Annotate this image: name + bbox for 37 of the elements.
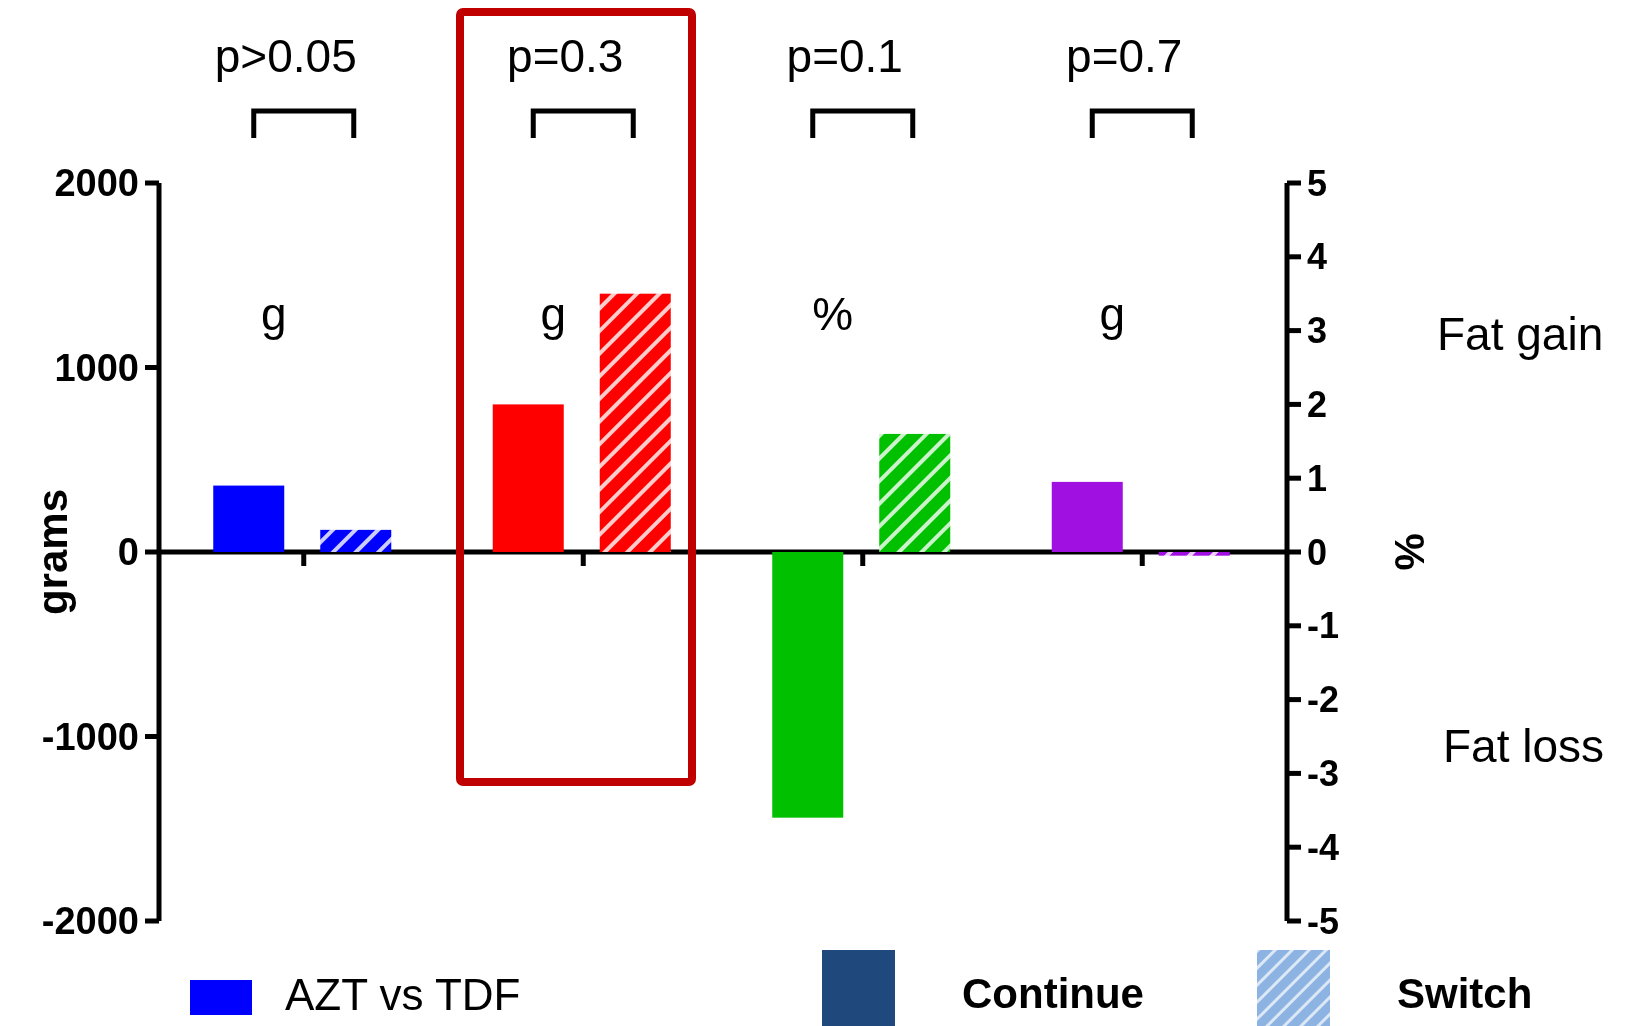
text: p=0.7 — [1066, 30, 1183, 82]
y2-tick-label: -2 — [1307, 679, 1340, 721]
y2-tick-label: -4 — [1307, 826, 1340, 868]
annotation: % — [812, 288, 854, 340]
text: Fat gain — [1437, 308, 1604, 360]
annotation: g — [1099, 288, 1126, 340]
annotation: g — [540, 288, 567, 340]
y2-tick-label: 4 — [1307, 236, 1328, 278]
y-tick-label: 2000 — [54, 162, 139, 205]
text: Fat loss — [1443, 720, 1605, 772]
y2-tick-label: 3 — [1307, 310, 1328, 352]
y2-tick-label: -5 — [1307, 900, 1340, 942]
y-axis-title: grams — [28, 488, 76, 616]
annotation: g — [260, 288, 287, 340]
text: Switch — [1397, 970, 1533, 1017]
bar — [1051, 481, 1123, 552]
text: p>0.05 — [214, 30, 357, 82]
y-tick-label: -1000 — [41, 715, 139, 758]
text: AZT vs TDF — [285, 970, 521, 1019]
bar — [599, 293, 671, 552]
y2-axis-title: % — [1386, 533, 1434, 571]
y2-tick-label: 0 — [1307, 531, 1328, 573]
text: p=0.1 — [786, 30, 903, 82]
bar — [213, 485, 285, 552]
y2-tick-label: 5 — [1307, 162, 1328, 204]
y-tick-label: -2000 — [41, 900, 139, 943]
y2-tick-label: 1 — [1307, 457, 1328, 499]
text: Continue — [962, 970, 1144, 1017]
y2-tick-label: -1 — [1307, 605, 1340, 647]
bar — [320, 529, 392, 552]
y2-tick-label: -3 — [1307, 753, 1340, 794]
bar — [1158, 552, 1230, 556]
y2-tick-label: 2 — [1307, 384, 1328, 425]
y-tick-label: 0 — [117, 531, 139, 574]
bar — [492, 404, 564, 552]
y-tick-label: 1000 — [54, 346, 139, 389]
text: p=0.3 — [507, 30, 624, 82]
